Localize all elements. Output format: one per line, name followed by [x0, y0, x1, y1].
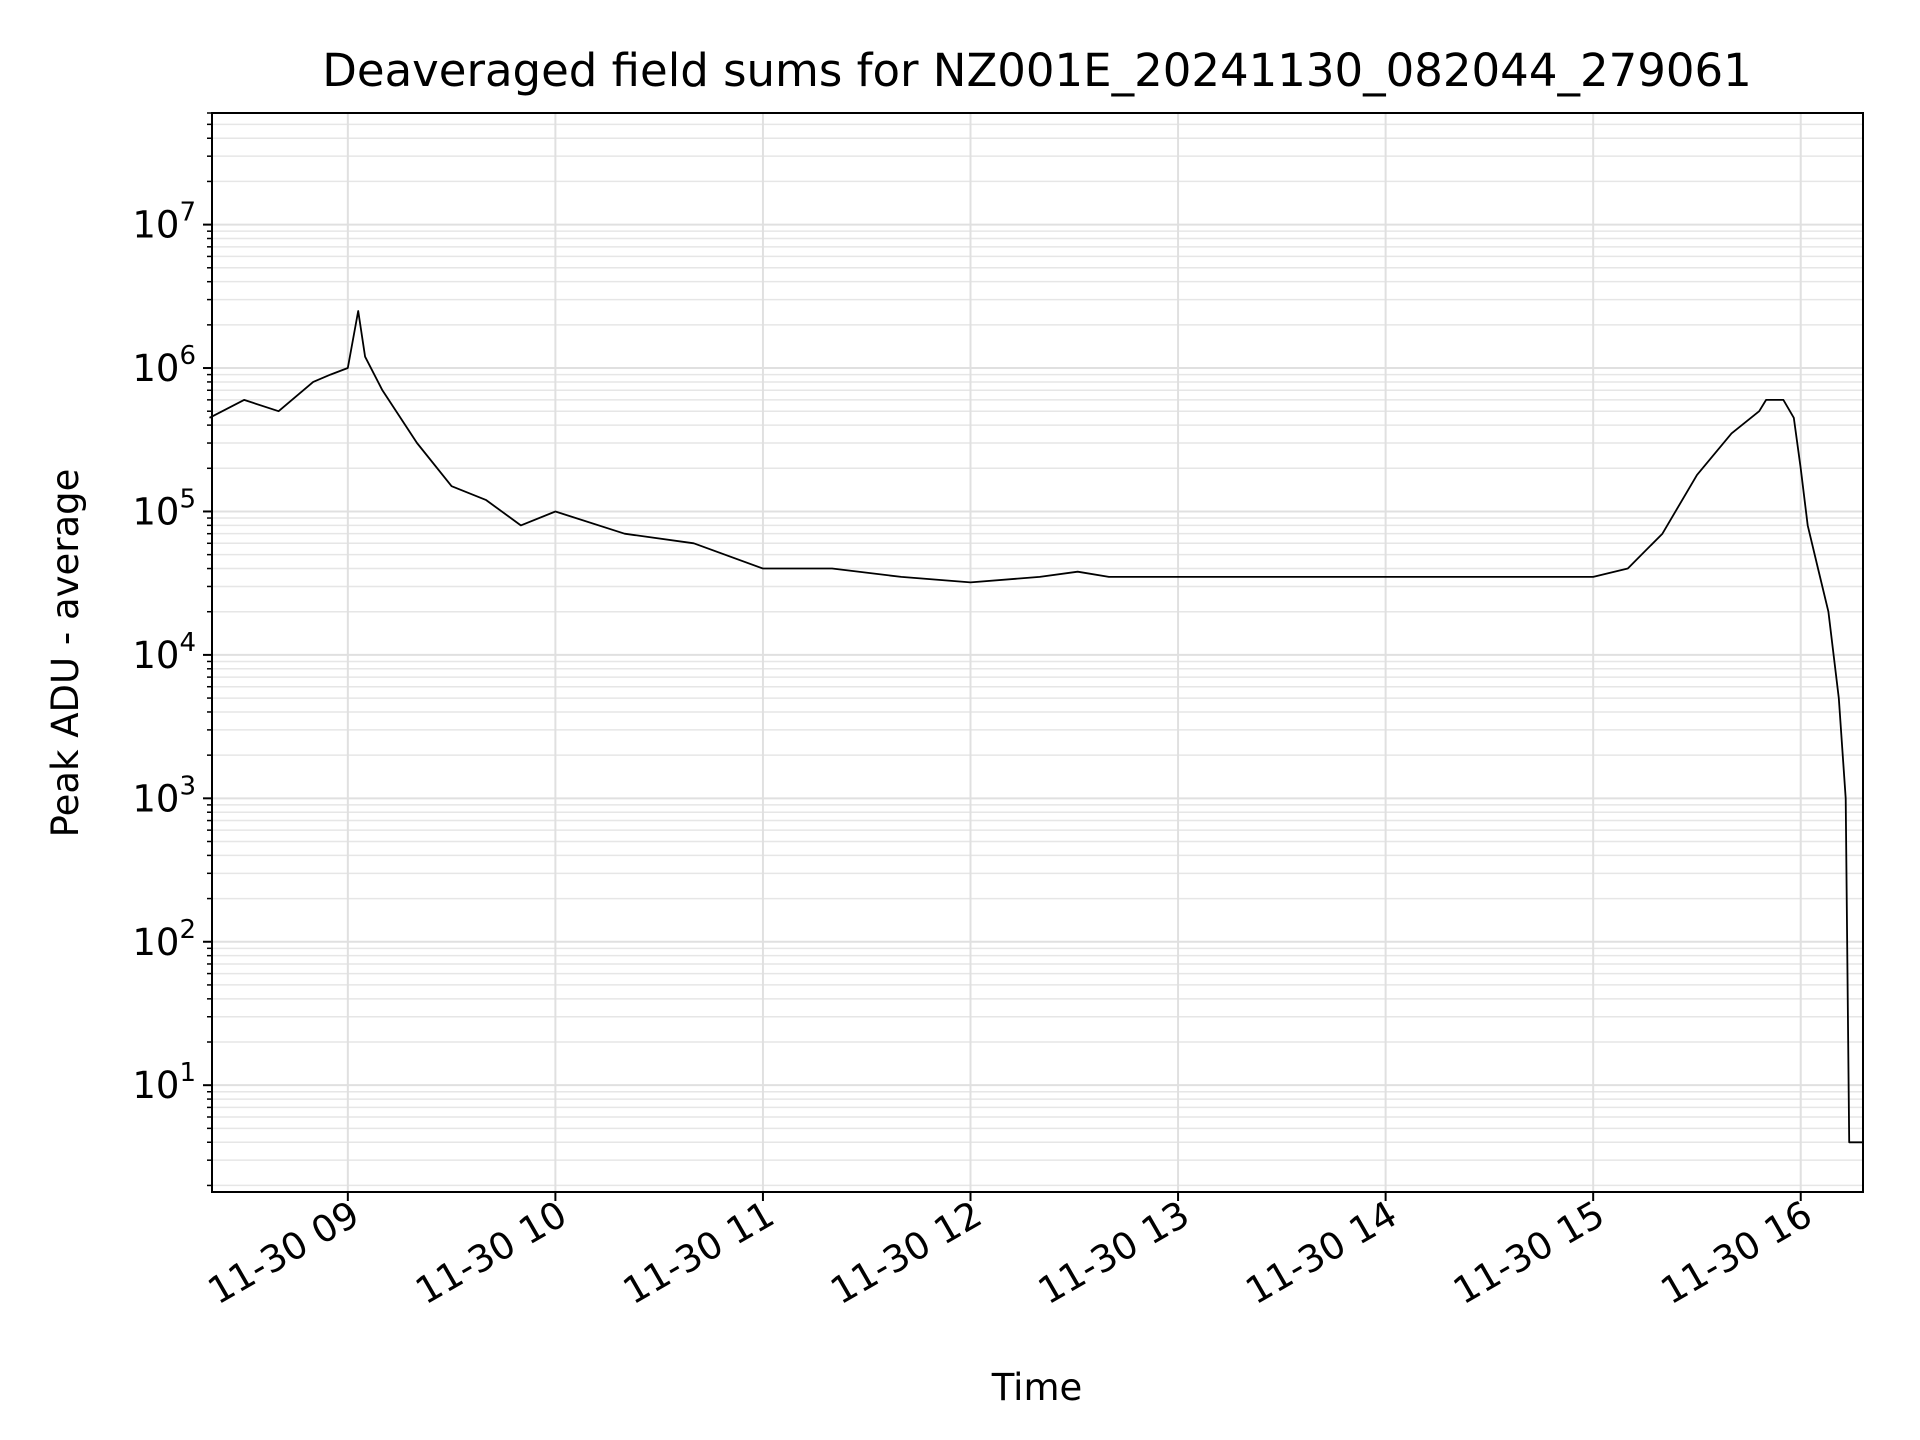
y-axis-label: Peak ADU - average [44, 469, 87, 838]
plot-frame [211, 112, 1864, 1193]
y-tick-label: 105 [132, 484, 196, 533]
x-axis-label: Time [991, 1366, 1083, 1409]
chart-title: Deaveraged field sums for NZ001E_2024113… [322, 44, 1751, 97]
minor-gridlines [212, 112, 1863, 1187]
y-tick-label: 103 [132, 771, 196, 820]
y-tick-label: 104 [132, 628, 196, 677]
y-tick-label: 107 [132, 198, 196, 247]
y-tick-label: 106 [132, 341, 196, 390]
y-tick-label: 102 [132, 915, 196, 964]
major-gridlines [212, 113, 1863, 1192]
series-line-0 [209, 310, 1863, 1144]
y-tick-label: 101 [132, 1058, 196, 1107]
series-layer [209, 310, 1863, 1144]
y-axis-ticks: 101 102 103 104 105 106 107 [132, 112, 212, 1187]
